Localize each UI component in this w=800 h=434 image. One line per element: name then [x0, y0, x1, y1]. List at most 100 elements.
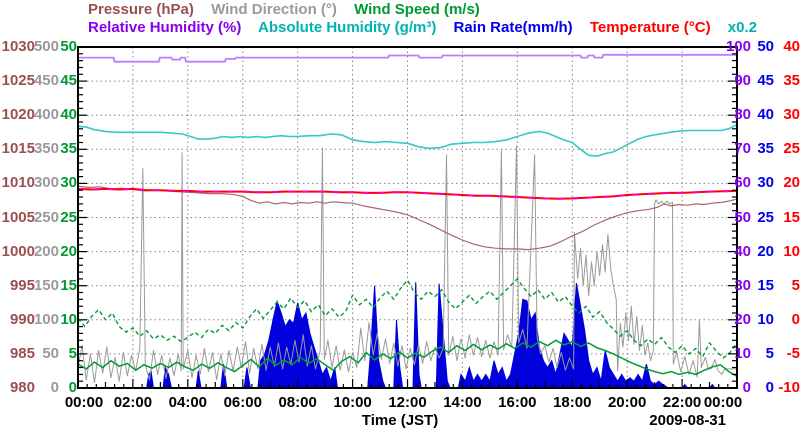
right-tick-label-temperature: 5 [791, 276, 800, 294]
x-tick-label: 06:00 [223, 394, 262, 411]
left-tick-label-pressure: 1020 [1, 106, 35, 124]
left-tick-label-wind-speed: 40 [60, 106, 77, 124]
left-tick-label-wind-speed: 0 [68, 379, 77, 396]
right-tick-label-rain-rate: 15 [757, 276, 774, 294]
left-tick-label-pressure: 1010 [1, 174, 35, 192]
right-tick-label-temperature: 10 [783, 242, 800, 260]
right-tick-label-rain-rate: 20 [757, 242, 774, 260]
right-tick-label-rain-rate: 25 [757, 208, 774, 226]
left-tick-label-pressure: 1015 [1, 140, 35, 158]
x-axis-title: Time (JST) [361, 412, 439, 429]
left-tick-label-wind-direction: 250 [33, 208, 59, 226]
left-tick-label-wind-speed: 35 [60, 140, 77, 158]
series-pressure [77, 185, 738, 251]
right-tick-label-relative-humidity: 60 [734, 174, 751, 192]
right-tick-label-temperature: 25 [783, 140, 800, 158]
x-tick-label: 10:00 [333, 394, 372, 411]
legend-item-absolute-humidity: Absolute Humidity (g/m³) [258, 19, 437, 36]
x-tick-label: 18:00 [553, 394, 592, 411]
left-tick-label-wind-speed: 25 [60, 208, 77, 226]
left-tick-label-pressure: 985 [9, 344, 35, 362]
right-tick-label-relative-humidity: 70 [734, 140, 751, 158]
left-tick-label-wind-speed: 50 [60, 38, 77, 55]
left-tick-label-wind-speed: 30 [60, 174, 77, 192]
right-tick-label-temperature: -10 [778, 379, 800, 396]
right-tick-label-relative-humidity: 40 [734, 242, 751, 260]
right-tick-label-relative-humidity: 100 [725, 38, 751, 55]
left-tick-label-wind-speed: 5 [68, 344, 77, 362]
left-tick-label-wind-direction: 200 [33, 242, 59, 260]
left-tick-label-wind-direction: 300 [33, 174, 59, 192]
right-tick-label-temperature: -5 [786, 344, 800, 362]
series-relative-humidity [78, 53, 737, 63]
x-tick-label: 22:00 [662, 394, 702, 411]
scale-note-x0-2: x0.2 [727, 19, 757, 36]
x-tick-label: 00:00 [703, 394, 743, 411]
right-tick-label-temperature: 0 [791, 310, 800, 328]
x-tick-label: 14:00 [443, 394, 482, 411]
series-temperature-overlay [77, 187, 738, 200]
left-tick-label-pressure: 990 [9, 310, 35, 328]
left-tick-label-wind-direction: 50 [42, 344, 59, 362]
left-tick-label-pressure: 1005 [1, 208, 35, 226]
right-tick-label-rain-rate: 40 [757, 106, 774, 124]
right-tick-label-relative-humidity: 0 [742, 379, 751, 396]
legend-item-pressure: Pressure (hPa) [88, 1, 194, 18]
right-tick-label-rain-rate: 30 [757, 174, 774, 192]
legend-item-wind-direction: Wind Direction (°) [211, 1, 337, 18]
right-tick-label-rain-rate: 50 [757, 38, 774, 55]
series-wind-speed [77, 339, 738, 378]
right-tick-label-temperature: 20 [783, 174, 800, 192]
right-tick-label-relative-humidity: 30 [734, 276, 751, 294]
x-tick-label: 20:00 [607, 394, 647, 411]
left-tick-label-wind-speed: 10 [60, 310, 77, 328]
left-tick-label-pressure: 1030 [1, 38, 35, 55]
right-tick-label-temperature: 40 [783, 38, 800, 55]
x-tick-label: 16:00 [498, 394, 537, 411]
left-tick-label-wind-direction: 400 [33, 106, 59, 124]
right-tick-label-rain-rate: 0 [765, 379, 774, 396]
right-tick-label-rain-rate: 35 [757, 140, 774, 158]
x-tick-label: 00:00 [64, 394, 104, 411]
right-tick-label-relative-humidity: 10 [734, 344, 751, 362]
left-tick-label-pressure: 1000 [1, 242, 35, 260]
right-tick-label-temperature: 15 [783, 208, 800, 226]
legend-item-temperature: Temperature (°C) [589, 19, 711, 36]
right-tick-label-rain-rate: 10 [757, 310, 774, 328]
right-tick-label-temperature: 35 [783, 72, 800, 90]
right-tick-label-relative-humidity: 90 [734, 72, 751, 90]
left-tick-label-wind-direction: 500 [33, 38, 59, 55]
series-wind-gust [77, 278, 738, 359]
left-tick-label-pressure: 1025 [1, 72, 35, 90]
series-rain-rate [78, 282, 737, 389]
left-tick-label-wind-direction: 150 [33, 276, 59, 294]
left-tick-label-wind-direction: 0 [50, 379, 59, 396]
left-tick-label-wind-direction: 350 [33, 140, 59, 158]
legend-item-rain-rate: Rain Rate(mm/h) [453, 19, 573, 36]
x-tick-label: 12:00 [388, 394, 427, 411]
right-tick-label-relative-humidity: 50 [734, 208, 751, 226]
date-label: 2009-08-31 [649, 412, 726, 429]
x-tick-label: 02:00 [113, 394, 153, 411]
right-tick-label-relative-humidity: 20 [734, 310, 751, 328]
x-tick-label: 04:00 [168, 394, 208, 411]
legend-item-wind-speed: Wind Speed (m/s) [354, 1, 480, 18]
legend-row-1: Pressure (hPa) Wind Direction (°) Wind S… [88, 1, 493, 18]
left-tick-label-pressure: 980 [9, 379, 35, 396]
left-tick-label-pressure: 995 [9, 276, 35, 294]
series-absolute-humidity [77, 123, 738, 157]
left-tick-label-wind-direction: 100 [33, 310, 59, 328]
left-tick-label-wind-speed: 15 [60, 276, 77, 294]
right-tick-label-rain-rate: 45 [757, 72, 774, 90]
right-tick-label-temperature: 30 [783, 106, 800, 124]
x-tick-label: 08:00 [278, 394, 317, 411]
left-tick-label-wind-direction: 450 [33, 72, 59, 90]
left-tick-label-wind-speed: 20 [60, 242, 77, 260]
left-tick-label-wind-speed: 45 [60, 72, 77, 90]
right-tick-label-rain-rate: 5 [765, 344, 774, 362]
legend-row-2: Relative Humidity (%) Absolute Humidity … [88, 19, 757, 36]
legend-item-relative-humidity: Relative Humidity (%) [88, 19, 242, 36]
